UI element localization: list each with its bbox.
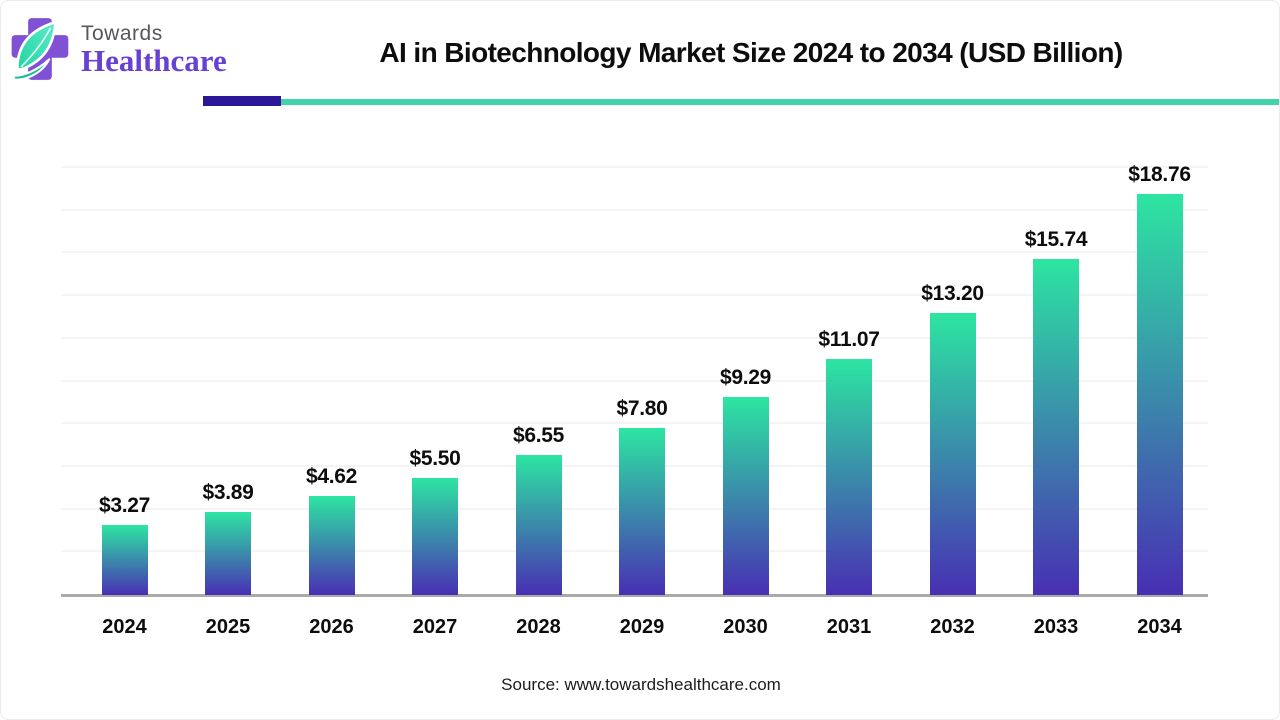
bar-2027	[412, 477, 458, 595]
bar-2028	[515, 455, 562, 595]
bar-2029	[619, 428, 665, 595]
bar-2026	[308, 496, 355, 595]
gridline-20	[61, 166, 1208, 168]
x-tick-label-2025: 2025	[205, 616, 251, 638]
bar-value-2024: $3.27	[98, 494, 151, 518]
x-tick-label-2031: 2031	[826, 616, 872, 638]
bar-value-2031: $11.07	[818, 327, 880, 351]
x-tick-label-2034: 2034	[1137, 616, 1182, 638]
bar-2030	[722, 396, 769, 595]
x-tick-label-2027: 2027	[412, 616, 458, 638]
gridline-18	[61, 208, 1208, 211]
bar-value-2028: $6.55	[512, 424, 565, 448]
x-tick-label-2029: 2029	[619, 616, 665, 638]
x-tick-label-2028: 2028	[516, 616, 561, 638]
x-tick-label-2030: 2030	[723, 616, 768, 638]
divider-purple-segment	[203, 96, 281, 106]
bar-2034	[1136, 194, 1183, 595]
x-tick-label-2024: 2024	[102, 616, 147, 638]
bar-value-2026: $4.62	[305, 465, 358, 489]
divider-teal-line	[281, 99, 1279, 105]
bar-2031	[826, 358, 872, 595]
bar-value-2030: $9.29	[719, 365, 772, 389]
logo-wordmark: Towards Healthcare	[81, 23, 227, 76]
x-axis-line	[61, 594, 1208, 597]
towards-healthcare-logo: Towards Healthcare	[11, 15, 227, 83]
bar-2032	[929, 313, 976, 595]
bar-2033	[1033, 258, 1079, 595]
bar-value-2033: $15.74	[1024, 227, 1088, 251]
x-tick-label-2033: 2033	[1033, 616, 1079, 638]
bar-value-2034: $18.76	[1128, 163, 1191, 187]
bar-value-2027: $5.50	[409, 446, 461, 470]
chart-title: AI in Biotechnology Market Size 2024 to …	[379, 37, 1123, 68]
gridline-10	[61, 379, 1208, 382]
logo-healthcare-text: Healthcare	[81, 43, 227, 78]
source-text: Source: www.towardshealthcare.com	[501, 675, 781, 694]
bar-2024	[101, 525, 148, 595]
logo-towards-text: Towards	[81, 22, 163, 45]
gridline-8	[61, 422, 1208, 425]
bar-value-2025: $3.89	[202, 480, 254, 504]
bar-value-2029: $7.80	[616, 397, 668, 421]
plot-area: $3.27 2024 $3.89 2025 $4.62 2026 $5.50 2027 $6.5…	[61, 145, 1208, 638]
x-tick-label-2032: 2032	[930, 616, 975, 638]
x-tick-label-2026: 2026	[309, 616, 354, 638]
gridline-14	[61, 294, 1208, 297]
bar-2025	[205, 511, 251, 595]
gridline-12	[61, 336, 1208, 339]
bar-value-2032: $13.20	[921, 282, 984, 306]
cross-leaf-logo-icon	[11, 18, 69, 81]
gridline-16	[61, 251, 1208, 254]
